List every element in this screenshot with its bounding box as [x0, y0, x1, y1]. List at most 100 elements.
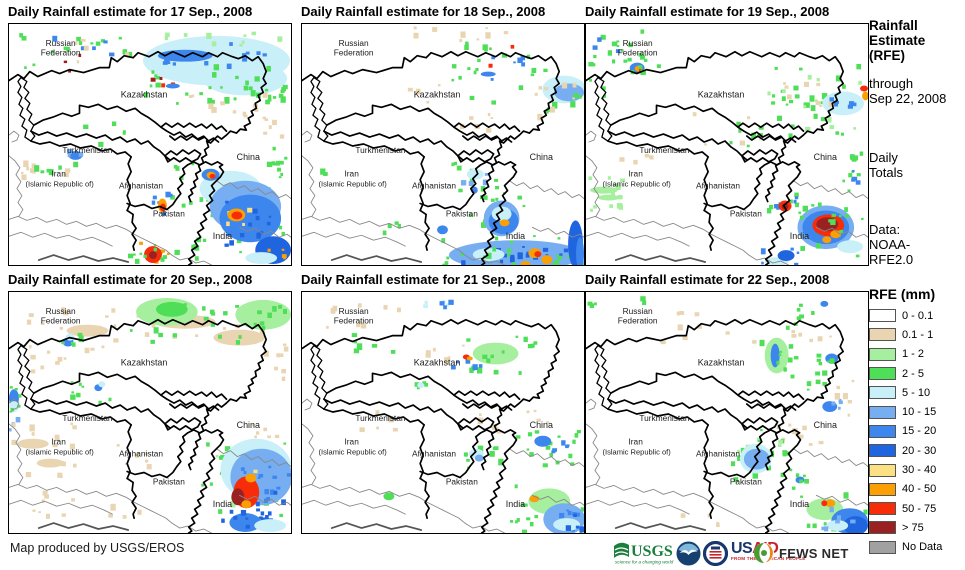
fews-net-wordmark: FEWS NET	[779, 545, 849, 561]
sidebar-totals: Totals	[869, 165, 903, 180]
legend-label: 40 - 50	[902, 483, 937, 496]
country-label: Afghanistan	[696, 181, 740, 191]
sidebar-data-label: Data:	[869, 222, 901, 237]
country-label: Russian	[46, 306, 76, 316]
country-label: Kazakhstan	[121, 89, 168, 99]
country-label: India	[213, 231, 232, 241]
panel-title: Daily Rainfall estimate for 21 Sep., 200…	[301, 272, 546, 287]
noaa-logo	[676, 541, 701, 566]
legend-swatch	[869, 424, 896, 438]
rainfall-map-19sep: Russian Federation Kazakhstan Turkmenistan C…	[585, 23, 869, 266]
country-label: Kazakhstan	[414, 89, 461, 99]
country-label: Pakistan	[446, 476, 478, 486]
legend-row: > 75	[869, 518, 965, 537]
panel-17sep: Daily Rainfall estimate for 17 Sep., 200…	[8, 4, 292, 266]
legend-swatch	[869, 347, 896, 361]
rainfall-map-18sep: Russian Federation Kazakhstan Turkmenistan C…	[301, 23, 585, 266]
country-label: Pakistan	[730, 208, 762, 218]
country-label: Iran	[628, 437, 643, 447]
panel-19sep: Daily Rainfall estimate for 19 Sep., 200…	[585, 4, 869, 266]
legend-label: 5 - 10	[902, 386, 931, 399]
rain-cells	[587, 296, 868, 533]
legend-row: 50 - 75	[869, 499, 965, 518]
country-label: Federation	[41, 48, 81, 58]
country-label: China	[530, 420, 553, 430]
legend-swatch	[869, 405, 896, 419]
country-label: Pakistan	[446, 208, 478, 218]
country-label: (Islamic Republic of)	[603, 180, 672, 189]
country-label: Iran	[344, 169, 359, 179]
country-label: Turkmenistan	[62, 413, 113, 423]
sidebar-title-line: Estimate	[869, 33, 926, 48]
legend-swatch	[869, 540, 896, 554]
usgs-logo: USGS science for a changing world	[612, 539, 674, 566]
sidebar-title-line: (RFE)	[869, 48, 905, 63]
country-label: India	[506, 499, 525, 509]
legend-title: RFE (mm)	[869, 286, 936, 302]
country-label: Kazakhstan	[698, 357, 745, 367]
panel-21sep: Daily Rainfall estimate for 21 Sep., 200…	[301, 272, 585, 534]
sidebar-daily: Daily	[869, 150, 898, 165]
legend-label: 15 - 20	[902, 425, 937, 438]
country-label: Afghanistan	[119, 449, 163, 459]
country-label: Afghanistan	[412, 181, 456, 191]
legend-rows: 0 - 0.1 0.1 - 1 1 - 2 2 - 5 5 - 10 10 - 15 15 …	[869, 306, 965, 557]
sidebar-date: Sep 22, 2008	[869, 91, 947, 106]
country-label: Kazakhstan	[121, 357, 168, 367]
svg-text:science for a changing world: science for a changing world	[615, 560, 674, 565]
legend-swatch	[869, 309, 896, 323]
fews-net-logo: FEWS NET	[753, 542, 849, 564]
legend-row: 5 - 10	[869, 383, 965, 402]
country-label: Turkmenistan	[355, 413, 406, 423]
country-label: Federation	[41, 316, 81, 326]
legend-label: 20 - 30	[902, 444, 937, 457]
country-label: Iran	[628, 169, 643, 179]
legend-label: > 75	[902, 521, 924, 534]
country-label: India	[506, 231, 525, 241]
country-label: (Islamic Republic of)	[26, 180, 95, 189]
legend-label: 0.1 - 1	[902, 328, 934, 341]
country-label: Kazakhstan	[414, 357, 461, 367]
country-label: China	[237, 420, 260, 430]
sidebar: Rainfall Estimate (RFE) through Sep 22, …	[869, 18, 963, 267]
panel-20sep: Daily Rainfall estimate for 20 Sep., 200…	[8, 272, 292, 534]
rfe-legend: RFE (mm) 0 - 0.1 0.1 - 1 1 - 2 2 - 5 5 - 10 1…	[869, 286, 965, 557]
country-label: (Islamic Republic of)	[319, 448, 388, 457]
legend-swatch	[869, 367, 896, 381]
legend-row: No Data	[869, 538, 965, 557]
legend-swatch	[869, 328, 896, 342]
country-label: Federation	[334, 316, 374, 326]
country-label: (Islamic Republic of)	[319, 180, 388, 189]
legend-swatch	[869, 502, 896, 516]
country-label: Afghanistan	[696, 449, 740, 459]
map-credit: Map produced by USGS/EROS	[10, 541, 185, 555]
legend-label: 10 - 15	[902, 406, 937, 419]
rain-cells	[326, 299, 584, 533]
usaid-seal-icon	[703, 541, 728, 566]
legend-label: 30 - 40	[902, 464, 937, 477]
country-label: Russian	[339, 38, 369, 48]
sidebar-through: through	[869, 76, 914, 91]
legend-row: 10 - 15	[869, 402, 965, 421]
country-label: Russian	[339, 306, 369, 316]
rain-cells	[9, 297, 291, 533]
legend-row: 2 - 5	[869, 364, 965, 383]
rainfall-map-21sep: Russian Federation Kazakhstan Turkmenistan C…	[301, 291, 585, 534]
sidebar-source-line: NOAA-	[869, 237, 911, 252]
country-label: Pakistan	[153, 208, 185, 218]
country-label: India	[790, 499, 809, 509]
country-label: China	[814, 152, 837, 162]
country-label: China	[530, 152, 553, 162]
country-label: China	[237, 152, 260, 162]
legend-swatch	[869, 444, 896, 458]
legend-swatch	[869, 386, 896, 400]
panel-title: Daily Rainfall estimate for 18 Sep., 200…	[301, 4, 546, 19]
legend-label: No Data	[902, 541, 943, 554]
country-label: Turkmenistan	[639, 145, 690, 155]
